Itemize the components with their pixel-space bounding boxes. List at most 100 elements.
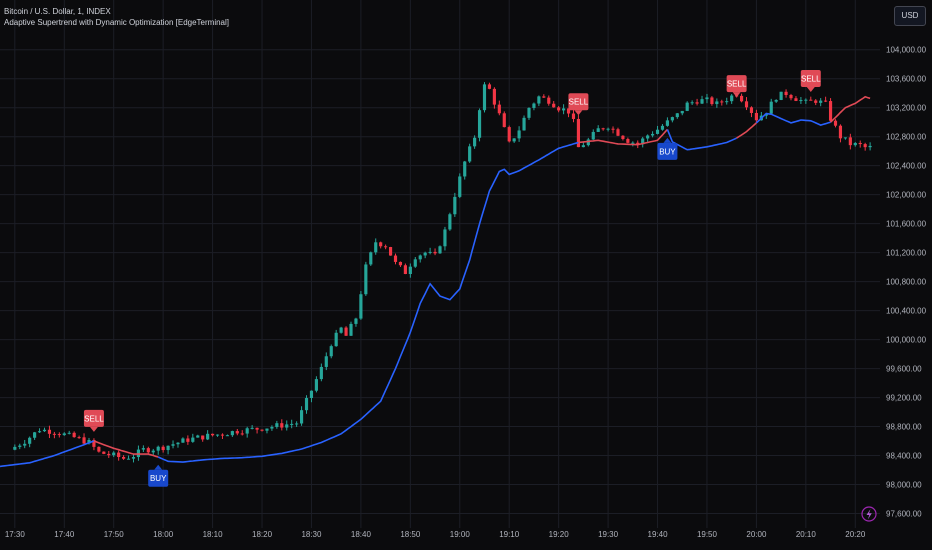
candle-body bbox=[497, 104, 501, 114]
candle-body bbox=[601, 128, 605, 130]
x-tick-label: 18:10 bbox=[203, 530, 224, 539]
candle-body bbox=[13, 446, 17, 450]
candle-body bbox=[23, 443, 27, 446]
candle-body bbox=[250, 427, 254, 429]
candle-body bbox=[828, 101, 833, 121]
sell-label-text: SELL bbox=[569, 98, 589, 107]
lightning-icon[interactable] bbox=[861, 506, 877, 522]
candle-body bbox=[265, 428, 269, 431]
candle-body bbox=[695, 102, 699, 104]
y-tick-label: 99,600.00 bbox=[886, 365, 922, 374]
y-tick-label: 102,400.00 bbox=[886, 162, 927, 171]
y-tick-label: 102,800.00 bbox=[886, 133, 927, 142]
candle-body bbox=[295, 423, 299, 425]
x-tick-label: 19:20 bbox=[549, 530, 570, 539]
candle-body bbox=[77, 437, 81, 439]
candle-body bbox=[349, 323, 353, 336]
candle-body bbox=[379, 242, 383, 247]
candle-body bbox=[141, 448, 145, 450]
candle-body bbox=[789, 94, 793, 99]
candle-body bbox=[482, 84, 487, 111]
candle-body bbox=[156, 446, 160, 451]
candle-body bbox=[626, 139, 630, 143]
sell-signal[interactable]: SELL bbox=[726, 75, 747, 98]
x-tick-label: 19:00 bbox=[450, 530, 471, 539]
candle-body bbox=[433, 251, 437, 254]
candle-body bbox=[477, 110, 482, 138]
sell-label-pointer bbox=[806, 87, 815, 93]
candle-body bbox=[819, 100, 823, 103]
candle-body bbox=[423, 252, 427, 256]
candle-body bbox=[47, 429, 52, 434]
candle-body bbox=[507, 127, 511, 142]
candle-body bbox=[646, 135, 650, 139]
candle-body bbox=[42, 429, 47, 432]
time-axis[interactable]: 17:30 17:40 17:50 18:00 18:10 18:20 18:30 18:40… bbox=[5, 530, 866, 539]
candle-body bbox=[146, 448, 150, 453]
candle-body bbox=[675, 113, 679, 118]
sell-label-text: SELL bbox=[84, 414, 104, 423]
sell-label-pointer bbox=[732, 92, 741, 98]
sell-label-text: SELL bbox=[727, 80, 747, 89]
candle-body bbox=[606, 128, 610, 130]
candle-body bbox=[468, 146, 472, 162]
candle-body bbox=[334, 332, 338, 347]
candle-body bbox=[171, 444, 175, 446]
candle-body bbox=[270, 426, 274, 429]
symbol-title[interactable]: Bitcoin / U.S. Dollar, 1, INDEX bbox=[4, 7, 111, 16]
supertrend-up-segment bbox=[755, 112, 831, 126]
candle-body bbox=[779, 91, 783, 100]
supertrend-up-segment bbox=[0, 440, 95, 468]
candle-body bbox=[858, 142, 862, 145]
y-tick-label: 103,600.00 bbox=[886, 75, 927, 84]
x-tick-label: 18:20 bbox=[252, 530, 273, 539]
x-tick-label: 18:00 bbox=[153, 530, 174, 539]
candle-body bbox=[492, 88, 496, 105]
sell-signal[interactable]: SELL bbox=[800, 70, 821, 93]
x-tick-label: 17:30 bbox=[5, 530, 26, 539]
buy-signal[interactable]: BUY bbox=[148, 464, 169, 487]
candle-body bbox=[700, 99, 704, 104]
price-axis[interactable]: 104,000.00 103,600.00 103,200.00 102,800.00… bbox=[886, 46, 927, 519]
currency-button[interactable]: USD bbox=[894, 6, 926, 26]
candle-body bbox=[364, 264, 368, 295]
candle-body bbox=[774, 99, 778, 102]
candle-body bbox=[814, 100, 818, 103]
candle-body bbox=[586, 139, 590, 146]
supertrend-up-segment bbox=[157, 141, 579, 463]
candle-body bbox=[670, 117, 674, 121]
candle-body bbox=[235, 431, 239, 434]
candle-body bbox=[730, 95, 734, 102]
candle-body bbox=[28, 437, 32, 444]
buy-label-box bbox=[657, 142, 678, 160]
candle-body bbox=[739, 95, 744, 102]
candle-body bbox=[304, 397, 309, 411]
candle-body bbox=[285, 424, 289, 428]
candle-body bbox=[161, 446, 165, 451]
candle-body bbox=[749, 107, 754, 113]
candle-body bbox=[685, 102, 689, 111]
supertrend-down-segment bbox=[830, 95, 871, 123]
candle-body bbox=[206, 433, 210, 440]
candle-body bbox=[542, 96, 546, 98]
candle-body bbox=[299, 410, 304, 424]
candle-body bbox=[665, 120, 669, 126]
sell-signal[interactable]: SELL bbox=[568, 93, 589, 116]
buy-signal[interactable]: BUY bbox=[657, 137, 678, 160]
candle-body bbox=[280, 423, 284, 428]
x-tick-label: 19:10 bbox=[499, 530, 520, 539]
sell-signal[interactable]: SELL bbox=[83, 409, 104, 432]
candle-body bbox=[517, 130, 521, 139]
candle-body bbox=[438, 246, 442, 254]
candle-body bbox=[443, 229, 447, 247]
candle-body bbox=[339, 327, 343, 333]
y-tick-label: 101,200.00 bbox=[886, 249, 927, 258]
candle-body bbox=[769, 101, 773, 114]
candle-body bbox=[527, 107, 531, 118]
candle-body bbox=[117, 452, 121, 458]
candle-body bbox=[97, 446, 101, 452]
candle-body bbox=[211, 433, 215, 436]
indicator-title[interactable]: Adaptive Supertrend with Dynamic Optimiz… bbox=[4, 18, 229, 27]
candle-body bbox=[487, 84, 492, 89]
